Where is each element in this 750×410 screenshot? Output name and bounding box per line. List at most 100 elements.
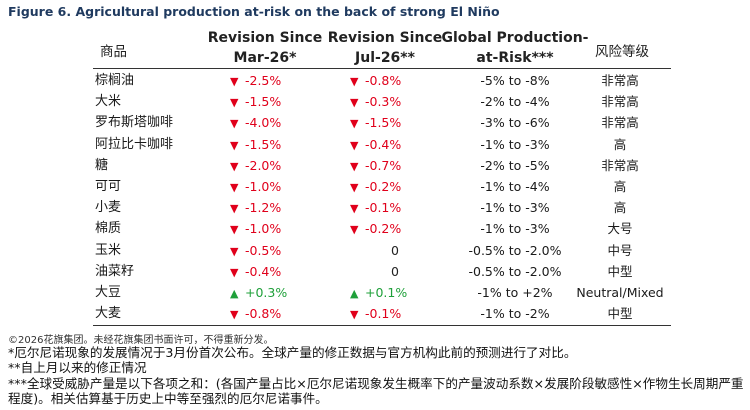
- table-row: 糖 ▼ -2.0% ▼ -0.7% -2% to -5% 非常高: [0, 155, 750, 176]
- triangle-down-icon: ▼: [230, 265, 239, 279]
- header-risk-level: 风险等级: [595, 44, 649, 60]
- revision-mar-cell: ▼ -1.0%: [230, 218, 320, 239]
- revision-mar-cell: ▼ -2.0%: [230, 155, 320, 176]
- global-production-at-risk: -0.5% to -2.0%: [468, 242, 562, 258]
- revision-jul-cell: ▼ -0.1%: [350, 197, 440, 218]
- global-production-at-risk: -3% to -6%: [480, 115, 550, 131]
- triangle-down-icon: ▼: [350, 202, 359, 216]
- revision-mar-cell: ▼ -1.5%: [230, 134, 320, 155]
- risk-level: 非常高: [601, 94, 639, 110]
- commodity-name: 可可: [95, 179, 122, 194]
- commodity-name: 油菜籽: [95, 263, 135, 279]
- global-production-at-risk: -1% to -3%: [480, 136, 550, 152]
- revision-mar-cell: ▼ -2.5%: [230, 70, 320, 91]
- revision-mar-cell-value: -1.5%: [245, 136, 282, 152]
- revision-jul-cell-value: -0.4%: [365, 136, 402, 152]
- header-revision-jul-line1: Revision Since: [327, 30, 443, 46]
- figure-title: Figure 6. Agricultural production at-ris…: [8, 4, 500, 19]
- revision-jul-cell: ▼ -1.5%: [350, 112, 440, 133]
- header-global-production: Global Production- at-Risk***: [435, 28, 595, 68]
- header-revision-jul: Revision Since Jul-26**: [320, 28, 450, 68]
- triangle-down-icon: ▼: [350, 308, 359, 322]
- triangle-down-icon: ▼: [230, 159, 239, 173]
- table-row: 棕榈油 ▼ -2.5% ▼ -0.8% -5% to -8% 非常高: [0, 70, 750, 91]
- table-row: 小麦 ▼ -1.2% ▼ -0.1% -1% to -3% 高: [0, 197, 750, 218]
- revision-mar-cell: ▼ -0.8%: [230, 303, 320, 324]
- header-commodity: 商品: [100, 44, 127, 60]
- revision-mar-cell-value: +0.3%: [245, 285, 288, 300]
- revision-mar-cell: ▼ -0.4%: [230, 261, 320, 282]
- revision-mar-cell: ▼ -1.0%: [230, 176, 320, 197]
- revision-mar-cell-value: -0.4%: [245, 263, 282, 279]
- footnote-1: *厄尔尼诺现象的发展情况于3月份首次公布。全球产量的修正数据与官方机构此前的预测…: [8, 345, 577, 360]
- global-production-at-risk: -1% to -3%: [480, 221, 550, 237]
- header-divider: [93, 68, 671, 69]
- header-global-line2: at-Risk***: [476, 50, 554, 66]
- triangle-down-icon: ▼: [230, 117, 239, 131]
- revision-mar-cell-value: -2.5%: [245, 73, 282, 88]
- header-revision-mar: Revision Since Mar-26*: [200, 28, 330, 68]
- revision-mar-cell-value: -0.5%: [245, 242, 282, 258]
- global-production-at-risk: -1% to -4%: [480, 179, 550, 194]
- table-row: 棉质 ▼ -1.0% ▼ -0.2% -1% to -3% 大号: [0, 218, 750, 239]
- triangle-down-icon: ▼: [350, 138, 359, 152]
- table-row: 大豆 ▲ +0.3% ▲ +0.1% -1% to +2% Neutral/Mixed: [0, 282, 750, 303]
- revision-jul-cell-value: 0: [391, 242, 399, 258]
- revision-jul-cell: ▼ -0.2%: [350, 218, 440, 239]
- triangle-down-icon: ▼: [350, 96, 359, 110]
- revision-jul-cell: ▼ -0.7%: [350, 155, 440, 176]
- risk-level: 高: [613, 200, 627, 216]
- risk-level: 中号: [607, 242, 633, 258]
- risk-level: 非常高: [601, 157, 639, 173]
- triangle-down-icon: ▼: [230, 138, 239, 152]
- revision-jul-cell-value: -0.1%: [365, 306, 402, 322]
- footnote-3: ***全球受威胁产量是以下各项之和：(各国产量占比×厄尔尼诺现象发生概率下的产量…: [8, 376, 744, 406]
- revision-mar-cell-value: -0.8%: [245, 306, 282, 322]
- triangle-up-icon: ▲: [230, 287, 239, 300]
- table-row: 玉米 ▼ -0.5% 0 -0.5% to -2.0% 中号: [0, 240, 750, 261]
- footnote-2: **自上月以来的修正情况: [8, 360, 147, 375]
- global-production-at-risk: -1% to -2%: [480, 306, 550, 322]
- revision-jul-cell-value: -0.7%: [365, 157, 402, 173]
- triangle-down-icon: ▼: [230, 244, 239, 258]
- header-revision-mar-line2: Mar-26*: [233, 50, 297, 66]
- risk-level: 高: [613, 136, 627, 152]
- triangle-down-icon: ▼: [350, 75, 359, 88]
- revision-jul-cell: ▼ -0.1%: [350, 303, 440, 324]
- global-production-at-risk: -1% to -3%: [480, 200, 550, 216]
- triangle-down-icon: ▼: [350, 223, 359, 237]
- global-production-at-risk: -0.5% to -2.0%: [468, 263, 562, 279]
- revision-mar-cell-value: -1.2%: [245, 200, 282, 216]
- revision-mar-cell: ▼ -4.0%: [230, 112, 320, 133]
- triangle-down-icon: ▼: [230, 223, 239, 237]
- revision-mar-cell: ▼ -0.5%: [230, 240, 320, 261]
- revision-mar-cell-value: -4.0%: [245, 115, 282, 131]
- revision-mar-cell: ▲ +0.3%: [230, 282, 320, 303]
- triangle-down-icon: ▼: [230, 75, 239, 88]
- revision-mar-cell: ▼ -1.2%: [230, 197, 320, 218]
- triangle-down-icon: ▼: [230, 308, 239, 322]
- revision-jul-cell-value: -0.8%: [365, 73, 402, 88]
- revision-mar-cell: ▼ -1.5%: [230, 91, 320, 112]
- header-global-line1: Global Production-: [441, 30, 589, 46]
- triangle-down-icon: ▼: [230, 181, 239, 194]
- table-row: 大米 ▼ -1.5% ▼ -0.3% -2% to -4% 非常高: [0, 91, 750, 112]
- risk-level: 大号: [607, 221, 633, 237]
- table-row: 大麦 ▼ -0.8% ▼ -0.1% -1% to -2% 中型: [0, 303, 750, 324]
- commodity-name: 罗布斯塔咖啡: [95, 115, 174, 131]
- commodity-name: 阿拉比卡咖啡: [95, 136, 174, 152]
- triangle-up-icon: ▲: [350, 287, 359, 300]
- triangle-down-icon: ▼: [350, 117, 359, 131]
- commodity-name: 糖: [95, 157, 109, 173]
- global-production-at-risk: -1% to +2%: [477, 285, 553, 300]
- global-production-at-risk: -2% to -5%: [480, 157, 550, 173]
- triangle-down-icon: ▼: [350, 181, 359, 194]
- revision-jul-cell: 0: [350, 240, 440, 261]
- copyright-text: ©2026花旗集团。未经花旗集团书面许可，不得重新分发。: [8, 335, 274, 346]
- risk-level: 中型: [607, 263, 633, 279]
- commodity-name: 玉米: [95, 242, 122, 258]
- revision-jul-cell-value: -0.2%: [365, 179, 402, 194]
- commodity-name: 大麦: [95, 306, 122, 322]
- triangle-down-icon: ▼: [230, 202, 239, 216]
- commodity-name: 大米: [95, 94, 122, 110]
